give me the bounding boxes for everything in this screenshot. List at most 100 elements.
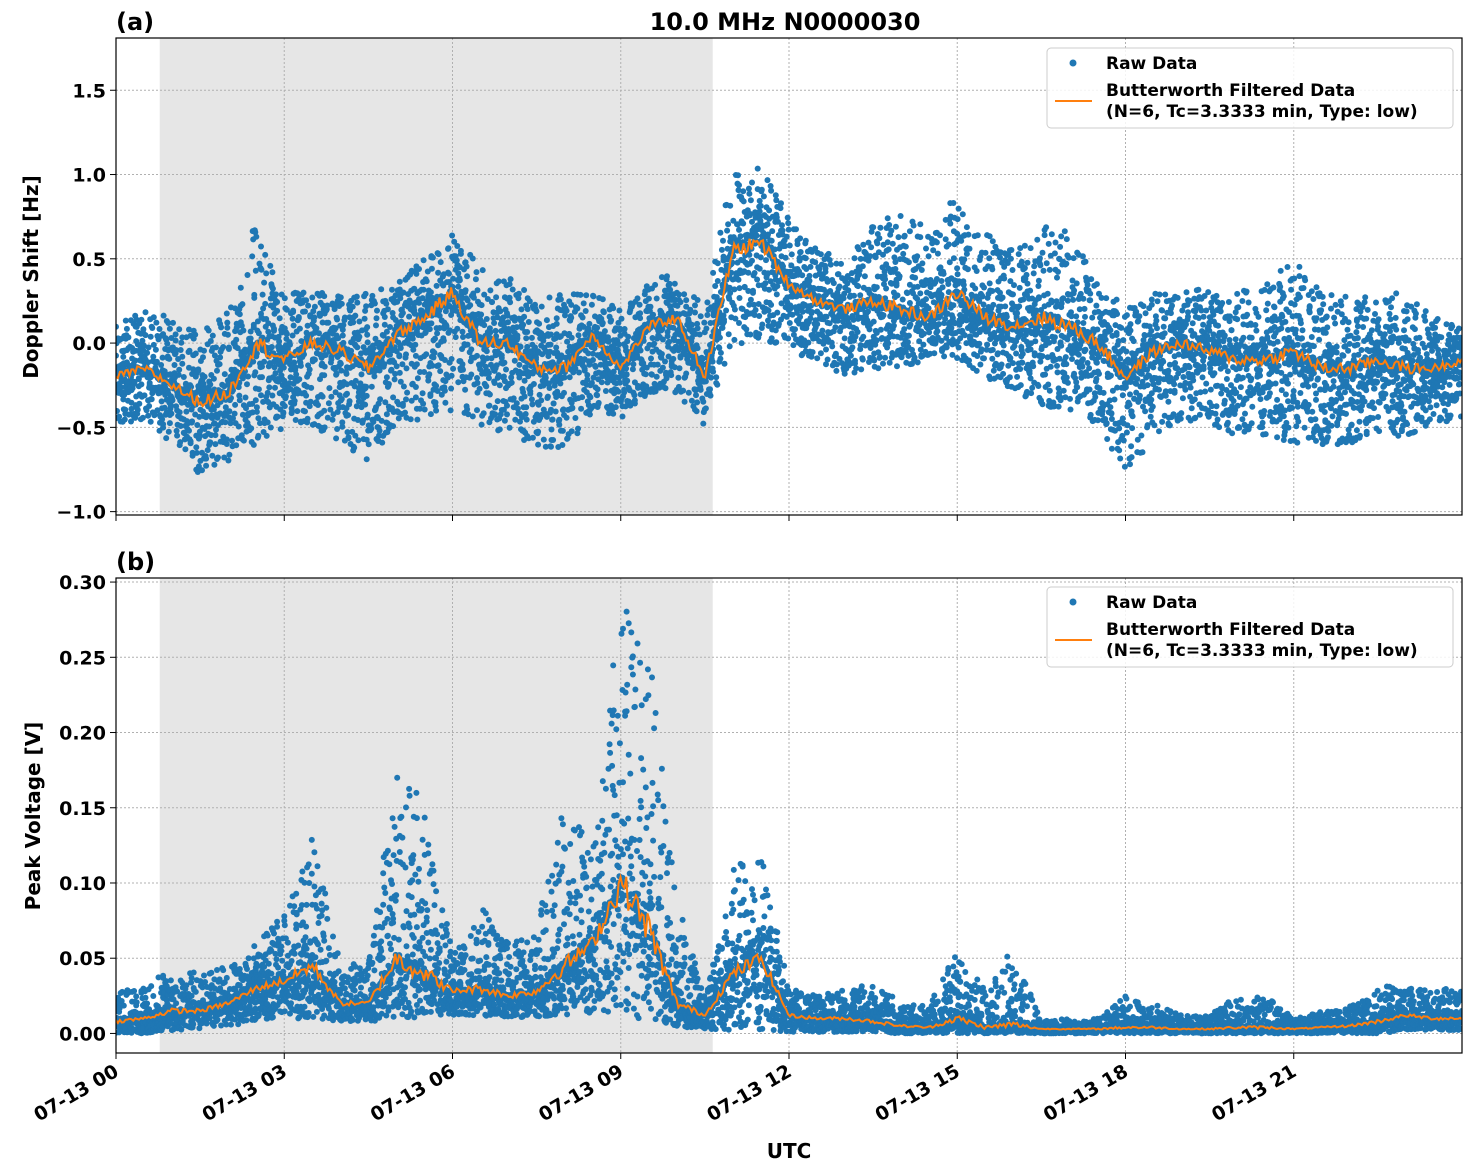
raw-data-point <box>390 394 397 401</box>
raw-data-point <box>714 260 721 267</box>
raw-data-point <box>832 324 839 331</box>
raw-data-point <box>352 377 359 384</box>
raw-data-point <box>860 241 867 248</box>
raw-data-point <box>145 412 152 419</box>
raw-data-point <box>338 300 345 307</box>
raw-data-point <box>731 286 738 293</box>
raw-data-point <box>244 381 250 388</box>
raw-data-point <box>255 432 262 439</box>
raw-data-point <box>122 317 129 324</box>
raw-data-point <box>677 299 684 306</box>
raw-data-point <box>402 409 408 416</box>
raw-data-point <box>503 366 509 373</box>
raw-data-point <box>262 251 269 258</box>
raw-data-point <box>845 287 852 294</box>
raw-data-point <box>189 418 196 425</box>
raw-data-point <box>188 383 195 390</box>
raw-data-point <box>147 333 154 340</box>
raw-data-point <box>600 309 607 316</box>
raw-data-point <box>937 232 943 239</box>
raw-data-point <box>568 428 575 435</box>
raw-data-point <box>906 228 913 235</box>
raw-data-point <box>165 428 172 435</box>
raw-data-point <box>939 284 946 291</box>
raw-data-point <box>389 310 396 316</box>
raw-data-point <box>506 281 513 288</box>
raw-data-point <box>237 284 244 291</box>
raw-data-point <box>362 307 369 314</box>
raw-data-point <box>506 424 513 431</box>
raw-data-point <box>483 383 490 390</box>
raw-data-point <box>321 363 328 370</box>
raw-data-point <box>371 368 378 375</box>
raw-data-point <box>900 250 907 257</box>
raw-data-point <box>362 290 369 297</box>
raw-data-point <box>397 378 404 385</box>
raw-data-point <box>492 404 499 411</box>
raw-data-point <box>142 309 149 316</box>
raw-data-point <box>749 257 755 264</box>
raw-data-point <box>377 396 384 403</box>
raw-data-point <box>802 237 809 244</box>
raw-data-point <box>272 384 278 391</box>
raw-data-point <box>120 396 127 403</box>
raw-data-point <box>437 368 444 375</box>
raw-data-point <box>243 405 249 412</box>
raw-data-point <box>725 221 732 228</box>
raw-data-point <box>501 359 508 366</box>
raw-data-point <box>238 322 245 329</box>
raw-data-point <box>259 291 266 298</box>
raw-data-point <box>615 341 622 348</box>
raw-data-point <box>271 364 278 371</box>
raw-data-point <box>150 341 157 348</box>
raw-data-point <box>138 316 145 323</box>
raw-data-point <box>354 299 361 306</box>
raw-data-point <box>340 322 347 328</box>
raw-data-point <box>309 294 316 301</box>
raw-data-point <box>335 335 342 342</box>
raw-data-point <box>420 400 427 407</box>
raw-data-point <box>264 389 271 396</box>
raw-data-point <box>303 297 310 304</box>
raw-data-point <box>827 261 834 268</box>
raw-data-point <box>179 353 186 360</box>
raw-data-point <box>363 436 370 443</box>
raw-data-point <box>890 322 897 329</box>
raw-data-point <box>797 313 804 320</box>
raw-data-point <box>334 316 341 323</box>
raw-data-point <box>493 294 500 301</box>
raw-data-point <box>321 424 328 431</box>
raw-data-point <box>304 322 311 329</box>
raw-data-point <box>195 367 202 374</box>
raw-data-point <box>675 291 682 298</box>
raw-data-point <box>338 396 345 402</box>
raw-data-point <box>773 291 780 298</box>
raw-data-point <box>533 308 540 315</box>
raw-data-point <box>872 254 879 261</box>
raw-data-point <box>201 373 208 380</box>
raw-data-point <box>616 379 623 386</box>
raw-data-point <box>914 359 921 366</box>
raw-data-point <box>561 374 568 381</box>
raw-data-point <box>215 454 221 461</box>
raw-data-point <box>421 406 428 413</box>
raw-data-point <box>311 356 318 363</box>
raw-data-point <box>662 358 668 365</box>
raw-data-point <box>933 239 940 246</box>
raw-data-point <box>790 342 797 349</box>
raw-data-point <box>254 318 261 325</box>
raw-data-point <box>226 451 233 458</box>
raw-data-point <box>469 413 476 420</box>
raw-data-point <box>612 404 619 411</box>
raw-data-point <box>786 242 793 249</box>
raw-data-point <box>156 326 163 332</box>
raw-data-point <box>300 289 307 296</box>
raw-data-point <box>476 385 483 392</box>
raw-data-point <box>136 400 143 407</box>
raw-data-point <box>290 307 297 314</box>
raw-data-point <box>504 402 510 409</box>
raw-data-point <box>721 318 727 325</box>
raw-data-point <box>399 402 406 409</box>
raw-data-point <box>754 165 761 172</box>
raw-data-point <box>125 334 132 341</box>
